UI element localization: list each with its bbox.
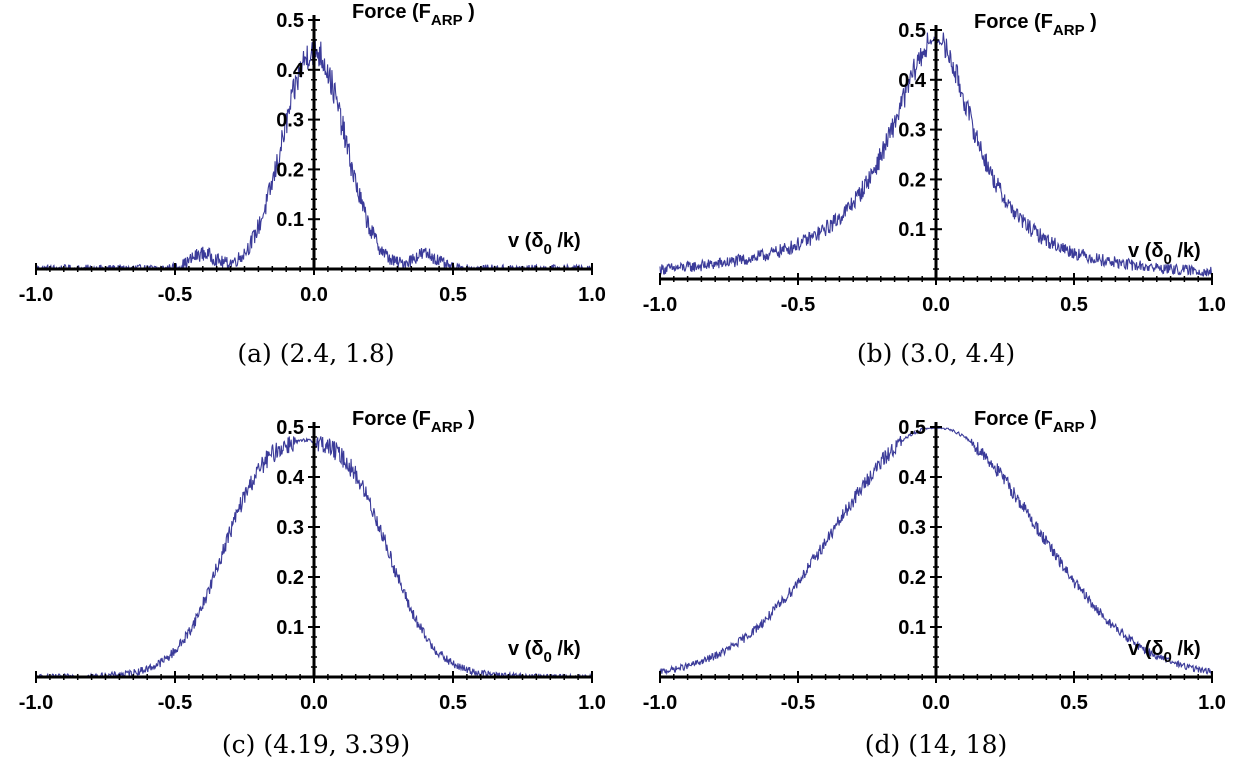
y-tick-label: 0.3: [898, 120, 926, 142]
y-tick-label: 0.2: [898, 169, 926, 191]
x-tick-label: -1.0: [19, 284, 53, 306]
x-axis-title: v (δ0 /k): [1128, 638, 1201, 666]
x-tick-label: -1.0: [19, 692, 53, 714]
y-tick-label: 0.3: [276, 110, 304, 132]
y-tick-label: 0.5: [276, 10, 304, 32]
chart-panel-1: -1.0 -0.5 0.0 0.5 1.0 0.1 0.2 0.3 0.4 0.5 Force (F…: [19, 1, 606, 368]
x-tick-label: 0.5: [1060, 692, 1088, 714]
x-tick-label: 0.0: [300, 284, 328, 306]
y-tick-label: 0.3: [898, 517, 926, 539]
y-tick-label: 0.2: [276, 159, 304, 181]
x-tick-label: 0.5: [439, 692, 467, 714]
y-tick-label: 0.2: [898, 567, 926, 589]
y-tick-label: 0.5: [898, 20, 926, 42]
x-tick-label: 0.5: [439, 284, 467, 306]
y-axis-title: Force (FARP ): [974, 408, 1097, 436]
x-tick-label: -0.5: [158, 284, 192, 306]
y-axis-title: Force (FARP ): [352, 1, 475, 29]
y-tick-label: 0.3: [276, 517, 304, 539]
panel-caption: (b) (3.0, 4.4): [857, 339, 1015, 368]
y-tick-label: 0.5: [276, 417, 304, 439]
x-tick-label: 1.0: [1198, 294, 1226, 316]
x-axis-title: v (δ0 /k): [508, 230, 581, 258]
x-tick-label: -1.0: [643, 294, 677, 316]
y-tick-label: 0.1: [898, 617, 926, 639]
panel-caption: (a) (2.4, 1.8): [237, 339, 394, 368]
x-tick-label: -0.5: [781, 692, 815, 714]
chart-panel-4: -1.0 -0.5 0.0 0.5 1.0 0.1 0.2 0.3 0.4 0.5 Force (F…: [643, 408, 1226, 759]
x-tick-label: 0.0: [922, 692, 950, 714]
chart-panel-2: -1.0 -0.5 0.0 0.5 1.0 0.1 0.2 0.3 0.4 0.5 Force (F…: [643, 11, 1226, 368]
panel-caption: (d) (14, 18): [865, 730, 1007, 759]
y-axis-title: Force (FARP ): [352, 408, 475, 436]
y-tick-label: 0.1: [898, 219, 926, 241]
x-tick-label: 1.0: [578, 692, 606, 714]
x-tick-label: -1.0: [643, 692, 677, 714]
x-axis-title: v (δ0 /k): [508, 638, 581, 666]
x-tick-label: 1.0: [1198, 692, 1226, 714]
y-tick-label: 0.5: [898, 417, 926, 439]
y-tick-label: 0.2: [276, 567, 304, 589]
x-tick-label: -0.5: [158, 692, 192, 714]
x-tick-label: 1.0: [578, 284, 606, 306]
y-tick-label: 0.1: [276, 209, 304, 231]
x-tick-label: 0.5: [1060, 294, 1088, 316]
x-tick-label: 0.0: [300, 692, 328, 714]
y-tick-label: 0.1: [276, 617, 304, 639]
y-tick-label: 0.4: [276, 60, 305, 82]
x-tick-label: -0.5: [781, 294, 815, 316]
chart-panel-3: -1.0 -0.5 0.0 0.5 1.0 0.1 0.2 0.3 0.4 0.5 Force (F…: [19, 408, 606, 759]
x-axis-title: v (δ0 /k): [1128, 240, 1201, 268]
y-tick-label: 0.4: [898, 70, 927, 92]
panel-caption: (c) (4.19, 3.39): [222, 730, 410, 759]
x-tick-label: 0.0: [922, 294, 950, 316]
y-tick-label: 0.4: [276, 467, 305, 489]
y-axis-title: Force (FARP ): [974, 11, 1097, 39]
y-tick-label: 0.4: [898, 467, 927, 489]
